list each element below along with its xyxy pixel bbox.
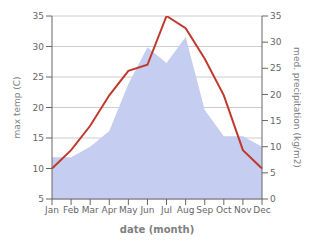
svg-text:max temp (C): max temp (C) [12,76,22,138]
svg-text:Feb: Feb [63,205,79,215]
svg-text:10: 10 [270,142,282,152]
svg-text:5: 5 [38,194,44,204]
svg-text:Jul: Jul [160,205,172,215]
svg-text:Apr: Apr [101,205,117,215]
svg-text:date (month): date (month) [120,224,194,235]
svg-text:Mar: Mar [82,205,99,215]
svg-text:5: 5 [270,168,276,178]
svg-text:20: 20 [270,90,282,100]
svg-text:Oct: Oct [216,205,232,215]
svg-text:Nov: Nov [234,205,252,215]
svg-text:35: 35 [33,11,44,21]
svg-text:Jun: Jun [139,205,154,215]
svg-text:10: 10 [33,164,45,174]
svg-text:May: May [119,205,138,215]
svg-text:35: 35 [270,11,281,21]
svg-text:20: 20 [33,103,45,113]
svg-text:30: 30 [270,37,282,47]
svg-text:0: 0 [270,194,276,204]
svg-text:Dec: Dec [253,205,270,215]
svg-text:Aug: Aug [177,205,195,215]
svg-text:15: 15 [33,133,44,143]
svg-text:med. precipitation (kg/m2): med. precipitation (kg/m2) [292,47,302,168]
svg-text:Jan: Jan [44,205,59,215]
svg-text:15: 15 [270,116,281,126]
svg-text:25: 25 [33,72,44,82]
svg-text:25: 25 [270,63,281,73]
svg-text:30: 30 [33,42,45,52]
svg-text:Sep: Sep [196,205,213,215]
